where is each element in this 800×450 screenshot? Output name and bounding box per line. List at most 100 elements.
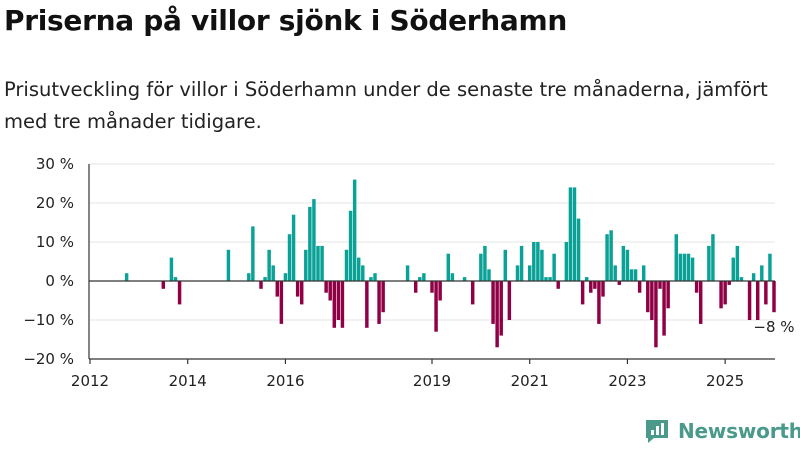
bar — [580, 281, 585, 305]
bar — [625, 249, 630, 281]
bar — [316, 245, 320, 281]
bar — [515, 265, 520, 281]
bar — [641, 265, 646, 281]
y-tick-label: 0 % — [45, 272, 74, 290]
bar — [764, 281, 768, 305]
bar — [601, 281, 605, 297]
bar — [295, 281, 300, 297]
bar — [666, 281, 670, 309]
bar — [287, 234, 292, 281]
bar — [495, 281, 499, 348]
bar — [727, 281, 731, 285]
bar — [434, 281, 438, 332]
bar — [291, 214, 296, 281]
bar — [161, 281, 166, 289]
bar — [568, 187, 573, 281]
bar — [637, 281, 642, 293]
bar — [536, 242, 540, 281]
bar — [446, 253, 451, 281]
bar — [279, 281, 284, 324]
labels: −20 % −10 % 0 % 10 % 20 % 30 % 2012 2014 2016 201… — [23, 155, 794, 390]
bar — [719, 281, 723, 309]
bar — [589, 281, 593, 293]
bar — [650, 281, 654, 320]
bar — [576, 218, 581, 281]
bar — [336, 281, 341, 320]
bar — [479, 253, 483, 281]
bar — [735, 245, 740, 281]
bar — [711, 234, 715, 281]
bar — [352, 179, 357, 281]
bar — [593, 281, 597, 289]
bar — [365, 281, 369, 328]
bar — [662, 281, 666, 336]
x-tick-label: 2019 — [413, 372, 451, 390]
bar — [564, 242, 569, 281]
x-tick-label: 2014 — [169, 372, 207, 390]
bar — [540, 249, 544, 281]
bar — [320, 245, 324, 281]
bar — [609, 230, 613, 281]
bar — [556, 281, 560, 289]
bar — [548, 277, 552, 281]
brand-name: Newsworthy — [678, 419, 800, 443]
bar — [369, 277, 373, 281]
bar — [617, 281, 622, 285]
bar — [247, 273, 251, 281]
bar — [552, 253, 556, 281]
bar — [694, 281, 699, 293]
bar — [698, 281, 703, 324]
bar — [731, 257, 736, 281]
y-tick-label: −20 % — [23, 350, 74, 368]
x-tick-label: 2025 — [706, 372, 744, 390]
bar — [629, 269, 634, 281]
bar — [422, 273, 426, 281]
bar — [340, 281, 345, 328]
bar — [483, 245, 487, 281]
bar — [259, 281, 263, 289]
y-tick-label: 10 % — [36, 233, 74, 251]
bar — [377, 281, 381, 324]
bar — [491, 281, 495, 324]
bar — [723, 281, 727, 305]
bar — [263, 277, 267, 281]
bar — [621, 245, 626, 281]
bar — [707, 245, 711, 281]
bar — [674, 234, 679, 281]
bar — [344, 249, 349, 281]
bar — [312, 199, 316, 281]
bar — [584, 277, 589, 281]
bar — [597, 281, 601, 324]
bar — [169, 257, 174, 281]
bar — [324, 281, 328, 293]
x-tick-label: 2023 — [608, 372, 646, 390]
bar — [251, 226, 255, 281]
bar — [413, 281, 418, 293]
bar — [658, 281, 662, 289]
bar — [768, 253, 772, 281]
bar — [450, 273, 455, 281]
bar — [267, 249, 271, 281]
y-tick-label: 30 % — [36, 155, 74, 173]
bar — [739, 277, 744, 281]
bar — [747, 281, 752, 320]
bar — [544, 277, 548, 281]
bar — [572, 187, 577, 281]
y-tick-label: 20 % — [36, 194, 74, 212]
chart-title: Priserna på villor sjönk i Söderhamn — [4, 4, 568, 37]
bar — [690, 257, 695, 281]
bar — [348, 210, 353, 281]
bar — [654, 281, 658, 348]
bar — [283, 273, 288, 281]
bar — [373, 273, 377, 281]
bar — [177, 281, 182, 305]
bar — [332, 281, 337, 328]
bar — [299, 281, 304, 305]
bar — [418, 277, 422, 281]
gridlines — [89, 163, 775, 360]
bar — [361, 265, 365, 281]
bar — [487, 269, 491, 281]
x-tick-label: 2021 — [511, 372, 549, 390]
bar — [499, 281, 503, 336]
x-tick-label: 2012 — [71, 372, 109, 390]
